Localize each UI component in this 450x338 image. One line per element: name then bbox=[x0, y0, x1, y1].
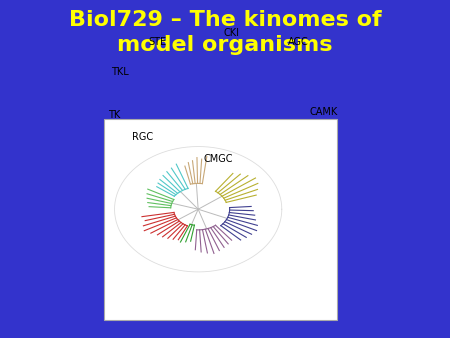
Text: CAMK: CAMK bbox=[309, 107, 338, 117]
Text: RGC: RGC bbox=[132, 132, 153, 142]
Text: Biol729 – The kinomes of
model organisms: Biol729 – The kinomes of model organisms bbox=[69, 10, 381, 54]
Text: CKI: CKI bbox=[224, 28, 240, 38]
Text: STE: STE bbox=[149, 37, 167, 47]
Text: AGC: AGC bbox=[288, 37, 309, 47]
Text: CMGC: CMGC bbox=[203, 154, 233, 164]
FancyBboxPatch shape bbox=[104, 119, 337, 320]
Text: TK: TK bbox=[108, 111, 121, 120]
Text: TKL: TKL bbox=[111, 67, 129, 77]
